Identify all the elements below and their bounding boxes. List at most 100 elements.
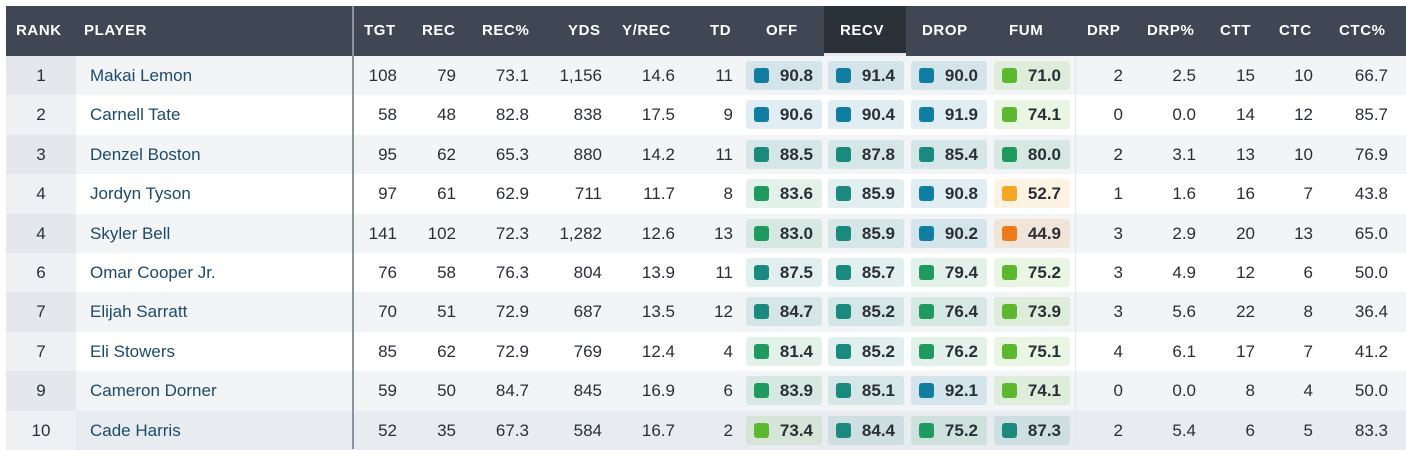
grade-swatch-icon xyxy=(836,186,851,202)
grade-swatch-icon xyxy=(919,383,934,399)
player-name-link[interactable]: Makai Lemon xyxy=(90,66,193,85)
player-name-link[interactable]: Carnell Tate xyxy=(90,105,181,125)
cell-rec: 50 xyxy=(437,381,456,401)
player-stats-table: RANK PLAYER TGT REC REC% YDS Y/REC TD OF… xyxy=(6,6,1406,450)
grade-recv: 84.4 xyxy=(828,415,904,445)
player-name-link[interactable]: Cade Harris xyxy=(90,420,181,440)
header-ctc-pct[interactable]: CTC% xyxy=(1339,22,1386,39)
table-row[interactable]: 1 Makai Lemon 108 79 73.1 1,156 14.6 11 2 2.5 15 10… xyxy=(6,56,1406,96)
grade-drop: 76.4 xyxy=(911,297,987,327)
header-yds[interactable]: YDS xyxy=(568,22,601,39)
table-row[interactable]: 6 Omar Cooper Jr. 76 58 76.3 804 13.9 11 3 4.9 12 6… xyxy=(6,252,1406,293)
rank-cell: 6 xyxy=(6,252,76,293)
player-name-link[interactable]: Skyler Bell xyxy=(90,223,171,243)
table-row[interactable]: 7 Elijah Sarratt 70 51 72.9 687 13.5 12 3 5.6 22 8 3… xyxy=(6,292,1406,332)
header-td[interactable]: TD xyxy=(710,22,732,39)
grade-fum-value: 75.2 xyxy=(1027,262,1061,282)
cell-rec: 61 xyxy=(437,184,456,204)
cell-tgt: 52 xyxy=(378,420,397,440)
grade-off: 73.4 xyxy=(746,415,822,445)
cell-tgt: 97 xyxy=(378,184,397,204)
table-row[interactable]: 2 Carnell Tate 58 48 82.8 838 17.5 9 0 0.0 14 12 85.… xyxy=(6,95,1406,135)
cell-drp: 3 xyxy=(1113,223,1123,243)
cell-y-rec: 13.5 xyxy=(641,302,675,322)
header-drp-pct[interactable]: DRP% xyxy=(1147,22,1195,39)
player-name-link[interactable]: Cameron Dorner xyxy=(90,381,217,401)
cell-td: 8 xyxy=(723,184,733,204)
cell-ctc-pct: 83.3 xyxy=(1354,420,1388,440)
cell-yds: 1,156 xyxy=(559,66,602,85)
grade-recv-value: 87.8 xyxy=(861,144,895,164)
table-row[interactable]: 3 Denzel Boston 95 62 65.3 880 14.2 11 2 3.1 13 10 7… xyxy=(6,134,1406,175)
cell-tgt: 59 xyxy=(378,381,397,401)
header-drp[interactable]: DRP xyxy=(1087,22,1121,39)
cell-ctc-pct: 36.4 xyxy=(1354,302,1388,322)
grade-off: 83.6 xyxy=(746,179,822,209)
grade-off-value: 83.0 xyxy=(779,223,813,243)
rank-cell: 7 xyxy=(6,331,76,372)
header-ctt[interactable]: CTT xyxy=(1220,22,1251,39)
header-y-rec[interactable]: Y/REC xyxy=(622,22,671,39)
header-rank[interactable]: RANK xyxy=(16,22,62,39)
grade-off-value: 83.9 xyxy=(779,381,813,401)
grade-recv-value: 85.7 xyxy=(861,262,895,282)
grade-recv-value: 85.2 xyxy=(861,341,895,361)
header-drop[interactable]: DROP xyxy=(922,22,968,39)
header-off[interactable]: OFF xyxy=(766,22,798,39)
cell-drp-pct: 2.5 xyxy=(1172,66,1196,85)
grade-off: 83.9 xyxy=(746,376,822,406)
table-row[interactable]: 7 Eli Stowers 85 62 72.9 769 12.4 4 4 6.1 17 7 41.2 8… xyxy=(6,331,1406,372)
cell-tgt: 70 xyxy=(378,302,397,322)
cell-ctt: 12 xyxy=(1236,262,1255,282)
player-name-link[interactable]: Omar Cooper Jr. xyxy=(90,262,216,282)
header-rec-pct[interactable]: REC% xyxy=(482,22,530,39)
cell-ctt: 22 xyxy=(1236,302,1255,322)
grade-fum-value: 80.0 xyxy=(1027,144,1061,164)
grade-off: 90.6 xyxy=(746,100,822,130)
table-row[interactable]: 4 Jordyn Tyson 97 61 62.9 711 11.7 8 1 1.6 16 7 43.8… xyxy=(6,174,1406,214)
grade-drop: 92.1 xyxy=(911,376,987,406)
header-fum[interactable]: FUM xyxy=(1009,22,1044,39)
grade-swatch-icon xyxy=(1002,422,1017,438)
grade-swatch-icon xyxy=(836,304,851,320)
grade-fum-value: 74.1 xyxy=(1027,381,1061,401)
player-name-link[interactable]: Denzel Boston xyxy=(90,144,201,164)
grade-recv-value: 90.4 xyxy=(861,105,895,125)
cell-ctc-pct: 65.0 xyxy=(1354,223,1388,243)
grade-swatch-icon xyxy=(754,422,769,438)
grade-swatch-icon xyxy=(919,304,934,320)
cell-y-rec: 12.4 xyxy=(641,341,675,361)
grade-recv-value: 85.1 xyxy=(861,381,895,401)
header-tgt[interactable]: TGT xyxy=(364,22,396,39)
grade-off-value: 84.7 xyxy=(779,302,813,322)
cell-tgt: 76 xyxy=(378,262,397,282)
grade-drop: 75.2 xyxy=(911,415,987,445)
grade-off-value: 90.8 xyxy=(779,66,813,85)
cell-y-rec: 13.9 xyxy=(641,262,675,282)
header-player[interactable]: PLAYER xyxy=(84,22,148,39)
grade-swatch-icon xyxy=(754,146,769,162)
player-name-link[interactable]: Jordyn Tyson xyxy=(90,184,191,204)
header-ctc[interactable]: CTC xyxy=(1279,22,1312,39)
grade-fum: 74.1 xyxy=(994,100,1070,130)
grade-drop-value: 90.2 xyxy=(944,223,978,243)
player-name-link[interactable]: Eli Stowers xyxy=(90,341,176,361)
cell-rec: 62 xyxy=(437,341,456,361)
header-rec[interactable]: REC xyxy=(422,22,456,39)
cell-drp: 2 xyxy=(1113,420,1123,440)
grade-off-value: 87.5 xyxy=(779,262,813,282)
cell-rec: 35 xyxy=(437,420,456,440)
cell-rec-pct: 76.3 xyxy=(495,262,529,282)
grade-recv: 85.7 xyxy=(828,257,904,287)
player-name-link[interactable]: Elijah Sarratt xyxy=(90,302,188,322)
rank-cell: 4 xyxy=(6,213,76,253)
cell-drp: 4 xyxy=(1113,341,1123,361)
table-row[interactable]: 9 Cameron Dorner 59 50 84.7 845 16.9 6 0 0.0 8 4 50.… xyxy=(6,371,1406,411)
grade-fum: 75.2 xyxy=(994,257,1070,287)
table-row[interactable]: 4 Skyler Bell 141 102 72.3 1,282 12.6 13 3 2.9 20 1… xyxy=(6,213,1406,253)
cell-drp: 3 xyxy=(1113,302,1123,322)
grade-fum: 87.3 xyxy=(994,415,1070,445)
header-recv[interactable]: RECV xyxy=(840,22,885,39)
table-row[interactable]: 10 Cade Harris 52 35 67.3 584 16.7 2 2 5.4 6 5 83.3 7… xyxy=(6,410,1406,450)
cell-yds: 880 xyxy=(573,144,602,164)
